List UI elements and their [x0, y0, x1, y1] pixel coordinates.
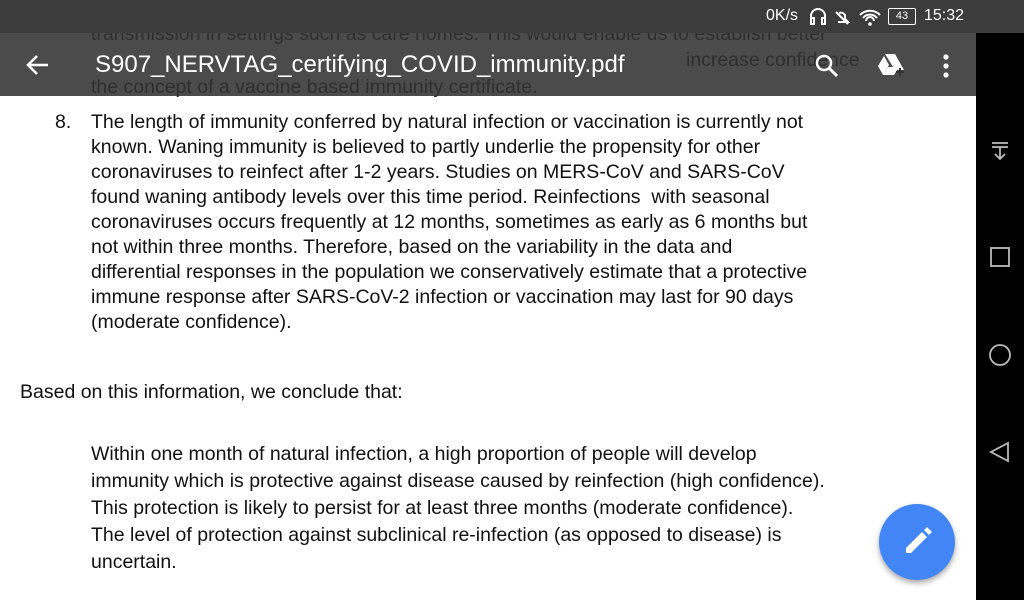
conclusion-text-line: immunity which is protective against dis…	[91, 470, 825, 492]
item-text-line: coronaviruses to reinfect after 1-2 year…	[91, 161, 785, 183]
more-button[interactable]	[940, 53, 952, 79]
back-nav-button[interactable]	[989, 441, 1009, 463]
pencil-icon	[906, 527, 932, 553]
item-number: 8.	[55, 111, 72, 133]
status-bar: 0K/s 43 15:32	[0, 0, 1024, 33]
edit-button[interactable]	[879, 504, 955, 580]
conclusion-text-line: uncertain.	[91, 551, 177, 573]
item-text-line: (moderate confidence).	[91, 311, 292, 333]
conclusion-text-line: The level of protection against subclini…	[91, 524, 782, 546]
item-text-line: The length of immunity conferred by natu…	[91, 111, 804, 133]
pdf-page: transmission in settings such as care ho…	[0, 0, 976, 600]
nav-icons	[989, 142, 1011, 463]
item-text-line: known. Waning immunity is believed to pa…	[91, 136, 761, 158]
item-text-line: immune response after SARS-CoV-2 infecti…	[91, 286, 794, 308]
drive-button[interactable]	[876, 52, 906, 80]
intro-text: Based on this information, we conclude t…	[20, 381, 403, 403]
search-button[interactable]	[814, 53, 840, 79]
back-button[interactable]	[24, 53, 50, 77]
toolbar: S907_NERVTAG_certifying_COVID_immunity.p…	[0, 33, 976, 96]
item-text-line: differential responses in the population…	[91, 261, 808, 283]
navigation-bar	[976, 33, 1024, 600]
net-speed: 0K/s	[766, 7, 799, 24]
status-icons	[810, 8, 881, 26]
recents-button[interactable]	[990, 247, 1010, 267]
battery: 43	[888, 8, 916, 25]
item-text-line: coronaviruses occurs frequently at 12 mo…	[91, 211, 808, 233]
hide-nav-button[interactable]	[992, 142, 1008, 161]
home-button[interactable]	[989, 344, 1011, 366]
conclusion-text-line: Within one month of natural infection, a…	[91, 443, 757, 465]
item-text-line: found waning antibody levels over this t…	[91, 186, 770, 208]
clock: 15:32	[924, 7, 965, 24]
item-text-line: not within three months. Therefore, base…	[91, 236, 733, 258]
file-title: S907_NERVTAG_certifying_COVID_immunity.p…	[95, 51, 625, 78]
conclusion-text-line: This protection is likely to persist for…	[91, 497, 794, 519]
